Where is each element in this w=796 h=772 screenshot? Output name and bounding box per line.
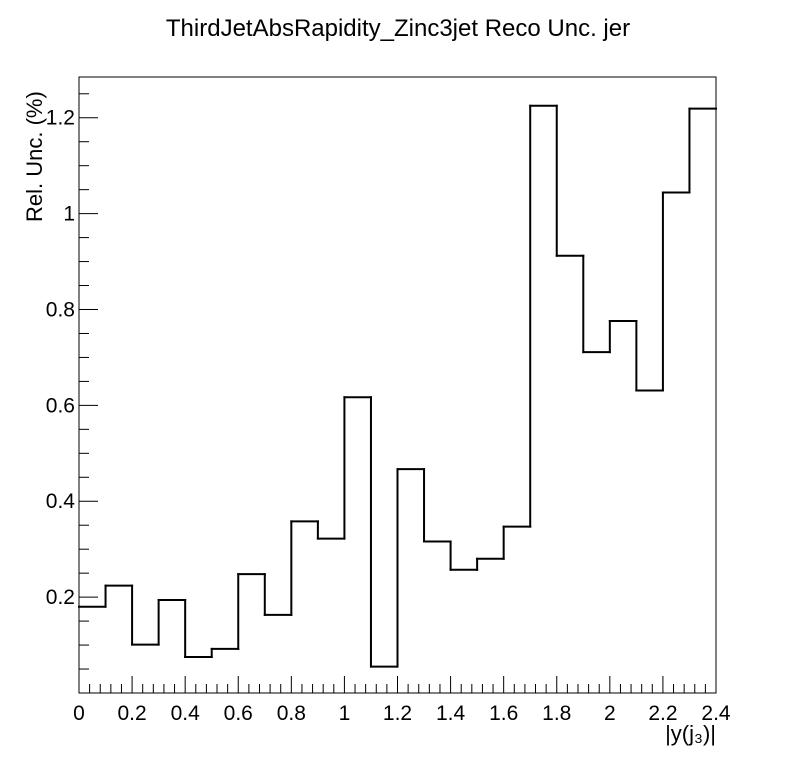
x-tick-label: 1.4 xyxy=(436,702,466,725)
x-tick-label: 1 xyxy=(339,702,351,725)
x-tick-label: 2 xyxy=(604,702,616,725)
y-tick-label: 1.2 xyxy=(46,107,75,130)
y-tick-label: 0.6 xyxy=(46,394,75,417)
x-tick-label: 1.6 xyxy=(489,702,518,725)
x-tick-label: 1.2 xyxy=(383,702,412,725)
x-tick-label: 1.8 xyxy=(542,702,571,725)
x-tick-label: 0.8 xyxy=(277,702,306,725)
x-tick-label: 0.2 xyxy=(117,702,146,725)
x-axis-title: |y(j₃)| xyxy=(665,721,716,746)
axis-ticks xyxy=(78,93,717,693)
y-tick-label: 0.4 xyxy=(46,490,76,513)
y-tick-label: 0.8 xyxy=(46,298,75,321)
x-tick-label: 0.4 xyxy=(171,702,201,725)
y-tick-label: 1 xyxy=(63,203,75,226)
x-tick-labels: 0 0.2 0.4 0.6 0.8 1 1.2 1.4 1.6 1.8 2 2.2 2.4 xyxy=(73,702,731,725)
y-tick-labels: 0.2 0.4 0.6 0.8 1 1.2 xyxy=(46,107,76,609)
x-tick-label: 0 xyxy=(73,702,85,725)
chart-title: ThirdJetAbsRapidity_Zinc3jet Reco Unc. j… xyxy=(166,15,630,42)
y-tick-label: 0.2 xyxy=(46,586,75,609)
x-tick-label: 2.2 xyxy=(648,702,677,725)
histogram-bins xyxy=(78,104,717,668)
x-tick-label: 0.6 xyxy=(224,702,253,725)
y-axis-title: Rel. Unc. (%) xyxy=(22,91,47,222)
x-tick-label: 2.4 xyxy=(701,702,731,725)
